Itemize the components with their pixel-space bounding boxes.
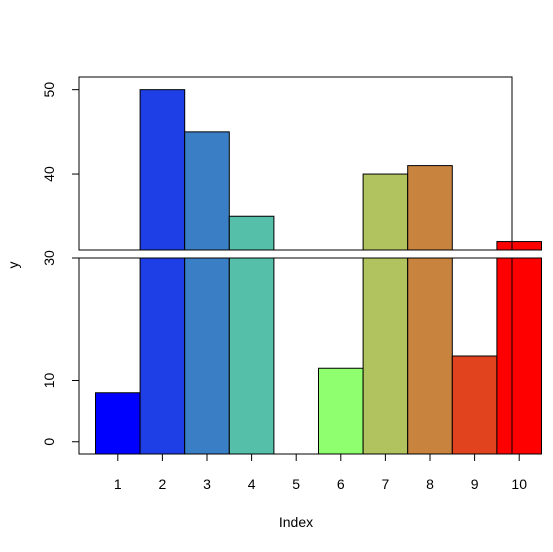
bar-8-upper <box>407 165 453 251</box>
y-axis-label: y <box>5 262 21 269</box>
lower-panel <box>95 257 542 455</box>
bar-4-lower <box>228 257 275 455</box>
bar-10-upper <box>496 241 542 251</box>
y-tick-label: 50 <box>41 82 57 98</box>
y-tick-label: 0 <box>41 438 57 446</box>
y-tick-label: 30 <box>41 250 57 266</box>
bar-7-lower <box>362 257 409 455</box>
x-tick-label: 9 <box>471 476 479 492</box>
bar-9-lower <box>451 355 498 455</box>
axes: 0 10 30 40 50 1 2 3 4 5 6 7 8 9 10 <box>41 76 527 492</box>
x-axis-label: Index <box>279 514 313 530</box>
bar-4-upper <box>228 215 275 251</box>
x-tick-label: 3 <box>203 476 211 492</box>
bar-8-lower <box>407 257 453 455</box>
bar-2-lower <box>139 257 186 455</box>
x-tick-label: 6 <box>337 476 345 492</box>
x-tick-label: 10 <box>511 476 527 492</box>
x-tick-label: 7 <box>382 476 390 492</box>
bar-6-lower <box>318 367 364 455</box>
x-tick-label: 8 <box>426 476 434 492</box>
x-tick-label: 2 <box>159 476 167 492</box>
upper-panel <box>139 89 542 251</box>
bar-3-lower <box>184 257 230 455</box>
bar-3-upper <box>184 131 230 251</box>
bar-7-upper <box>362 173 409 251</box>
bar-1-lower <box>95 392 141 455</box>
x-tick-label: 4 <box>248 476 256 492</box>
bar-2-upper <box>139 89 186 251</box>
y-tick-label: 10 <box>41 373 57 389</box>
upper-frame <box>78 76 513 251</box>
y-tick-label: 40 <box>41 166 57 182</box>
x-tick-label: 1 <box>114 476 122 492</box>
bar-10-lower <box>496 257 542 455</box>
x-tick-label: 5 <box>292 476 300 492</box>
